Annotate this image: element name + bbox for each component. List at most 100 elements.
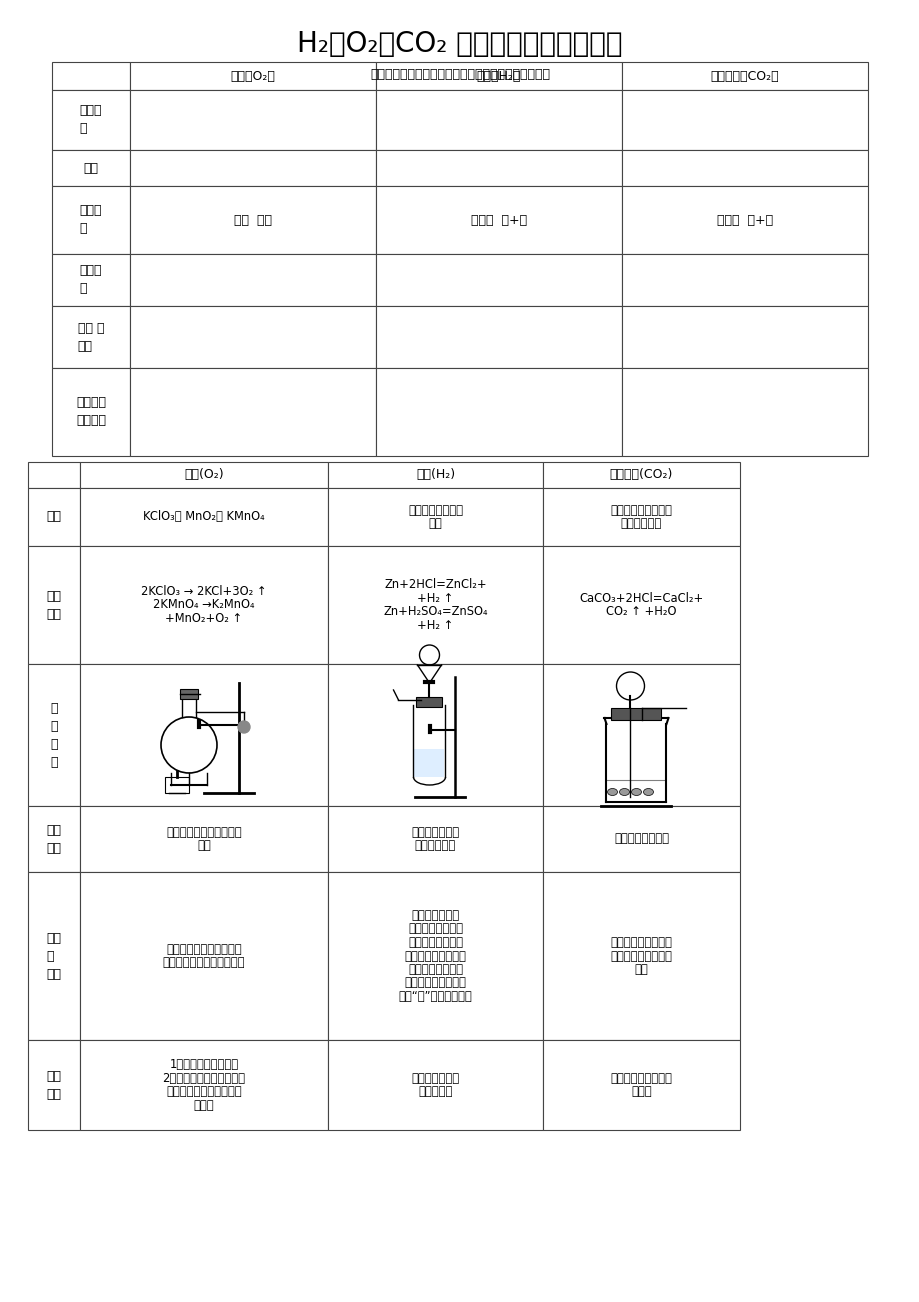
- Text: CO₂ ↑ +H₂O: CO₂ ↑ +H₂O: [606, 605, 676, 618]
- Bar: [542, 1040, 739, 1130]
- Bar: [376, 150, 621, 186]
- Bar: [542, 872, 739, 1040]
- Text: +H₂ ↑: +H₂ ↑: [417, 591, 453, 604]
- Text: 验满
或
验纯: 验满 或 验纯: [47, 931, 62, 980]
- Bar: [52, 150, 130, 186]
- Text: 收集
方法: 收集 方法: [47, 823, 62, 854]
- Text: 反应原
理: 反应原 理: [80, 104, 102, 135]
- Bar: [542, 462, 739, 488]
- Bar: [328, 664, 542, 806]
- Text: 氧气（O₂）: 氧气（O₂）: [231, 69, 275, 82]
- Text: 药品: 药品: [84, 161, 98, 174]
- Bar: [376, 254, 621, 306]
- Bar: [416, 697, 442, 707]
- Text: 微的“噬”声，表明已纯: 微的“噬”声，表明已纯: [398, 990, 471, 1003]
- Bar: [28, 1040, 80, 1130]
- Bar: [621, 90, 867, 150]
- Bar: [376, 62, 621, 90]
- Text: 氧气(O₂): 氧气(O₂): [184, 469, 223, 482]
- Bar: [130, 306, 376, 368]
- Text: 排空气法取气: 排空气法取气: [414, 840, 456, 853]
- Bar: [80, 1040, 328, 1130]
- Text: 入液面以下: 入液面以下: [418, 1086, 452, 1099]
- Bar: [80, 462, 328, 488]
- Text: 若发出尖锐爆鸣声: 若发出尖锐爆鸣声: [407, 963, 462, 976]
- Bar: [52, 254, 130, 306]
- Text: Zn+2HCl=ZnCl₂+: Zn+2HCl=ZnCl₂+: [384, 578, 486, 591]
- Bar: [328, 462, 542, 488]
- Text: 反应
原理: 反应 原理: [47, 590, 62, 621]
- Text: 用拇指堵住管口，: 用拇指堵住管口，: [407, 936, 462, 949]
- Bar: [80, 546, 328, 664]
- Bar: [621, 186, 867, 254]
- Bar: [621, 62, 867, 90]
- Bar: [130, 368, 376, 456]
- Bar: [376, 368, 621, 456]
- Bar: [542, 664, 739, 806]
- Text: 收集方
法: 收集方 法: [80, 264, 102, 296]
- Bar: [542, 546, 739, 664]
- Text: 大理石、石灰石、方: 大理石、石灰石、方: [610, 504, 672, 517]
- Bar: [328, 1040, 542, 1130]
- Text: Zn+H₂SO₄=ZnSO₄: Zn+H₂SO₄=ZnSO₄: [383, 605, 487, 618]
- Bar: [542, 488, 739, 546]
- Bar: [621, 306, 867, 368]
- Text: 管口向下移近火焰，: 管口向下移近火焰，: [404, 949, 466, 962]
- Ellipse shape: [642, 789, 652, 796]
- Ellipse shape: [607, 789, 617, 796]
- Bar: [52, 306, 130, 368]
- Bar: [180, 689, 198, 699]
- Text: 气管撤离水面，才能燽灭: 气管撤离水面，才能燽灭: [166, 1086, 242, 1099]
- Text: 原料: 原料: [47, 510, 62, 523]
- Text: 氢气(H₂): 氢气(H₂): [415, 469, 455, 482]
- Text: +H₂ ↑: +H₂ ↑: [417, 618, 453, 631]
- Bar: [28, 546, 80, 664]
- Circle shape: [238, 721, 250, 733]
- Bar: [621, 254, 867, 306]
- Bar: [621, 368, 867, 456]
- Bar: [28, 488, 80, 546]
- Text: 操作步骤
注意事项: 操作步骤 注意事项: [76, 397, 106, 427]
- Bar: [130, 254, 376, 306]
- Text: 锡粒、稀盐酸或稀: 锡粒、稀盐酸或稀: [407, 504, 462, 517]
- Text: 硫酸: 硫酸: [428, 517, 442, 530]
- Text: 长颈漏斗下端插: 长颈漏斗下端插: [411, 1072, 460, 1085]
- Text: （氢气实验室用锡粒和稀盐酸反应生成氯化锡和氢气）: （氢气实验室用锡粒和稀盐酸反应生成氯化锡和氢气）: [369, 68, 550, 81]
- Bar: [376, 90, 621, 150]
- Bar: [28, 664, 80, 806]
- Text: KClO₃、 MnO₂或 KMnO₄: KClO₃、 MnO₂或 KMnO₄: [143, 510, 265, 523]
- Bar: [130, 90, 376, 150]
- Bar: [328, 872, 542, 1040]
- Bar: [328, 806, 542, 872]
- Text: 发生装
置: 发生装 置: [80, 204, 102, 236]
- Text: 加热  固体: 加热 固体: [233, 214, 272, 227]
- Text: 不加热  固+液: 不加热 固+液: [716, 214, 772, 227]
- Text: 二氧化碳（CO₂）: 二氧化碳（CO₂）: [709, 69, 778, 82]
- Bar: [80, 488, 328, 546]
- Text: 取气: 取气: [197, 840, 210, 853]
- Bar: [542, 806, 739, 872]
- Bar: [52, 90, 130, 150]
- Text: 1．试管口略向下倾斜: 1．试管口略向下倾斜: [169, 1059, 238, 1072]
- Bar: [28, 462, 80, 488]
- Text: 长颈漏斗下端插入液: 长颈漏斗下端插入液: [610, 1072, 672, 1085]
- Text: 面以下: 面以下: [630, 1086, 651, 1099]
- Ellipse shape: [618, 789, 629, 796]
- Text: 排水取气或向上排空气法: 排水取气或向上排空气法: [166, 825, 242, 838]
- Bar: [52, 186, 130, 254]
- Bar: [621, 150, 867, 186]
- Bar: [376, 186, 621, 254]
- Text: 仪
器
装
置: 仪 器 装 置: [51, 702, 58, 768]
- Text: 收集一试管氢气，: 收集一试管氢气，: [407, 923, 462, 936]
- Text: 注意
事项: 注意 事项: [47, 1069, 62, 1100]
- Text: 酒精灯: 酒精灯: [194, 1099, 214, 1112]
- Text: +MnO₂+O₂ ↑: +MnO₂+O₂ ↑: [165, 612, 243, 625]
- Text: 瓶口，木条燽灭证明: 瓶口，木条燽灭证明: [610, 949, 672, 962]
- Text: 带火星的木条放在集气瓶: 带火星的木条放在集气瓶: [166, 943, 242, 956]
- Text: 解石和稀盐酸: 解石和稀盐酸: [620, 517, 662, 530]
- Bar: [52, 62, 130, 90]
- Bar: [80, 806, 328, 872]
- Text: 表示不纯，若发出轻: 表示不纯，若发出轻: [404, 976, 466, 990]
- Bar: [611, 708, 661, 720]
- Text: 二氧化碳(CO₂): 二氧化碳(CO₂): [609, 469, 673, 482]
